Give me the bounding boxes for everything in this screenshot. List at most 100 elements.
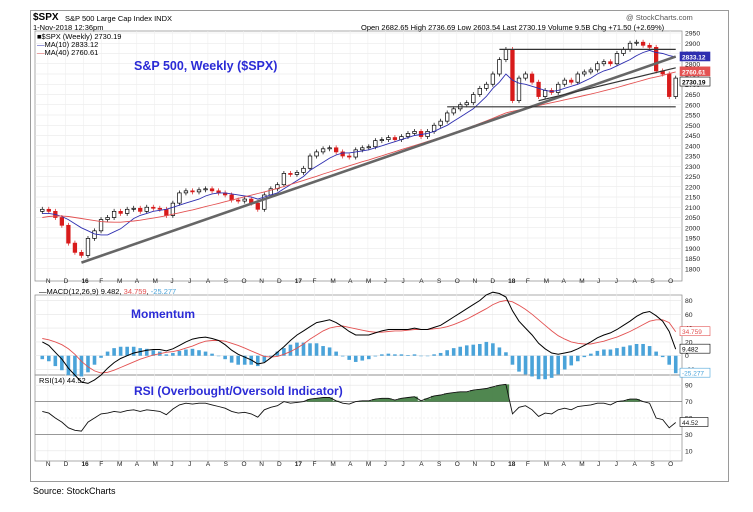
price-candle — [190, 190, 195, 193]
price-candle — [366, 146, 371, 149]
chart-title-overlay: S&P 500, Weekly ($SPX) — [134, 59, 278, 73]
x-tick-label-bottom: O — [241, 461, 246, 468]
macd-histogram-bar — [536, 355, 541, 380]
price-candle — [79, 252, 84, 256]
rsi-line — [42, 383, 676, 432]
price-candle — [347, 155, 352, 158]
legend-rsi: RSI(14) 44.52 — [39, 376, 86, 385]
x-tick-label-bottom: J — [615, 461, 618, 468]
price-candle — [203, 188, 208, 191]
price-candle — [392, 137, 398, 140]
macd-histogram-bar — [327, 347, 332, 356]
price-candle — [601, 61, 607, 65]
macd-histogram-bar — [445, 350, 449, 356]
price-candle — [118, 211, 123, 214]
macd-histogram-bar — [406, 355, 410, 356]
x-tick-label-bottom: J — [188, 461, 191, 468]
source-note: Source: StockCharts — [33, 486, 116, 496]
price-tick-label: 2350 — [685, 154, 700, 161]
price-candle — [523, 73, 528, 79]
trendline — [538, 67, 676, 102]
price-candle — [138, 207, 143, 212]
x-tick-label-bottom: M — [153, 461, 158, 468]
macd-histogram-bar — [608, 349, 613, 356]
chart-frame: 1800 1850 1900 1950 2000 2050 2100 2150 2200 2250… — [30, 10, 729, 482]
macd-histogram-bar — [432, 354, 436, 356]
price-candle — [653, 46, 659, 72]
macd-histogram-bar — [60, 355, 64, 371]
macd-histogram-bar — [615, 348, 619, 356]
x-tick-label-bottom: J — [597, 461, 600, 468]
macd-histogram-bar — [602, 349, 606, 356]
x-tick-label-bottom: 16 — [81, 461, 89, 468]
price-tick-label: 2500 — [685, 123, 700, 130]
macd-histogram-bar — [451, 348, 456, 356]
macd-histogram-bar — [464, 345, 469, 356]
macd-histogram-bar — [595, 350, 600, 356]
macd-histogram-bar — [86, 355, 90, 373]
macd-histogram-bar — [654, 351, 658, 356]
x-tick-label-bottom: S — [437, 461, 442, 468]
price-badge-text: 2730.19 — [682, 80, 706, 87]
x-tick-label-bottom: D — [490, 461, 495, 468]
x-tick-label-bottom: S — [224, 461, 229, 468]
x-tick-label-price: J — [615, 278, 618, 285]
macd-histogram-bar — [412, 354, 417, 356]
price-badge-bg — [679, 51, 711, 62]
macd-histogram-bar — [203, 351, 208, 356]
macd-histogram-bar — [99, 355, 103, 358]
price-candle — [236, 199, 241, 202]
macd-histogram-bar — [255, 355, 260, 367]
macd-tick-label: 20 — [685, 339, 693, 346]
price-candle — [320, 148, 326, 153]
price-tick-label: 2250 — [685, 174, 700, 181]
legend-price-text: $SPX (Weekly) 2730.19 — [41, 32, 122, 41]
price-candle — [151, 206, 156, 209]
macd-badge-bg — [679, 326, 711, 337]
price-candle — [164, 208, 169, 216]
macd-histogram-bar — [628, 345, 632, 356]
macd-line — [42, 291, 677, 384]
x-tick-label-price: J — [597, 278, 600, 285]
price-tick-label: 2600 — [685, 102, 700, 109]
price-candle — [353, 149, 358, 158]
macd-histogram-bar — [229, 355, 234, 363]
macd-histogram-bar — [589, 353, 593, 356]
x-tick-label-price: S — [650, 278, 655, 285]
macd-histogram-bar — [112, 348, 116, 356]
price-candle — [490, 73, 496, 85]
macd-histogram-bar — [347, 355, 351, 360]
price-badge-bg — [679, 66, 711, 77]
price-candle — [608, 61, 613, 65]
x-tick-label-price: M — [544, 278, 549, 285]
macd-histogram-bar — [40, 355, 45, 360]
macd-histogram-bar — [491, 343, 495, 356]
macd-tick-label: 80 — [685, 298, 693, 305]
macd-histogram-bar — [164, 354, 169, 356]
macd-histogram-bar — [360, 355, 365, 361]
price-candle — [379, 139, 385, 141]
price-tick-label: 1850 — [685, 256, 700, 263]
x-tick-label-price: N — [259, 278, 264, 285]
price-candle — [157, 207, 162, 210]
index-name: S&P 500 Large Cap Index INDX — [65, 14, 173, 23]
x-tick-label-price: J — [170, 278, 173, 285]
x-tick-label-price: S — [224, 278, 229, 285]
price-candle — [72, 242, 78, 253]
macd-histogram-bar — [236, 355, 240, 365]
price-candle — [627, 42, 633, 50]
price-badge-text: 2833.12 — [682, 54, 706, 61]
price-candle — [503, 49, 509, 61]
price-candle — [170, 202, 176, 216]
price-candle — [144, 206, 149, 212]
macd-histogram-bar — [504, 352, 508, 356]
macd-histogram-bar — [497, 347, 502, 356]
price-candle — [255, 202, 260, 210]
price-candle — [66, 224, 71, 244]
price-candle — [196, 189, 202, 193]
legend-price: ■$SPX (Weekly) 2730.19 — [37, 32, 122, 41]
x-tick-label-price: M — [117, 278, 122, 285]
price-tick-label: 2800 — [685, 61, 700, 68]
macd-histogram-bar — [543, 355, 547, 380]
legend-ma10-text: MA(10) 2833.12 — [44, 40, 99, 49]
